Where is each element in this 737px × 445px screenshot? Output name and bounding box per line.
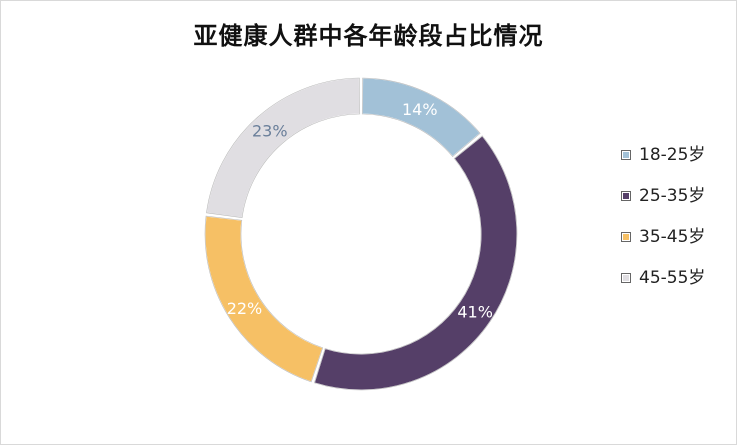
legend-item-18-25: 18-25岁 xyxy=(621,143,732,184)
slice-value-label: 41% xyxy=(457,303,493,322)
legend-label: 25-35岁 xyxy=(639,186,706,206)
legend-label: 45-55岁 xyxy=(639,268,706,288)
donut-slice-outline xyxy=(204,215,324,383)
slice-value-label: 14% xyxy=(402,100,438,119)
slice-value-label: 22% xyxy=(227,299,263,318)
legend-label: 35-45岁 xyxy=(639,227,706,247)
legend-item-35-45: 35-45岁 xyxy=(621,225,732,266)
legend-swatch xyxy=(621,191,631,201)
chart-legend: 18-25岁 25-35岁 35-45岁 45-55岁 xyxy=(621,143,732,307)
legend-swatch xyxy=(621,273,631,283)
legend-swatch xyxy=(621,150,631,160)
slice-value-label: 23% xyxy=(252,121,288,140)
donut-slice-outline xyxy=(313,135,518,391)
donut-slice-25-35岁 xyxy=(313,135,518,391)
legend-label: 18-25岁 xyxy=(639,145,706,165)
donut-slice-outline xyxy=(206,77,361,219)
donut-slice-outline xyxy=(361,77,481,157)
legend-item-25-35: 25-35岁 xyxy=(621,184,732,225)
legend-item-45-55: 45-55岁 xyxy=(621,266,732,307)
chart-title: 亚健康人群中各年龄段占比情况 xyxy=(193,22,544,50)
donut-slice-35-45岁 xyxy=(204,215,324,383)
legend-swatch xyxy=(621,232,631,242)
